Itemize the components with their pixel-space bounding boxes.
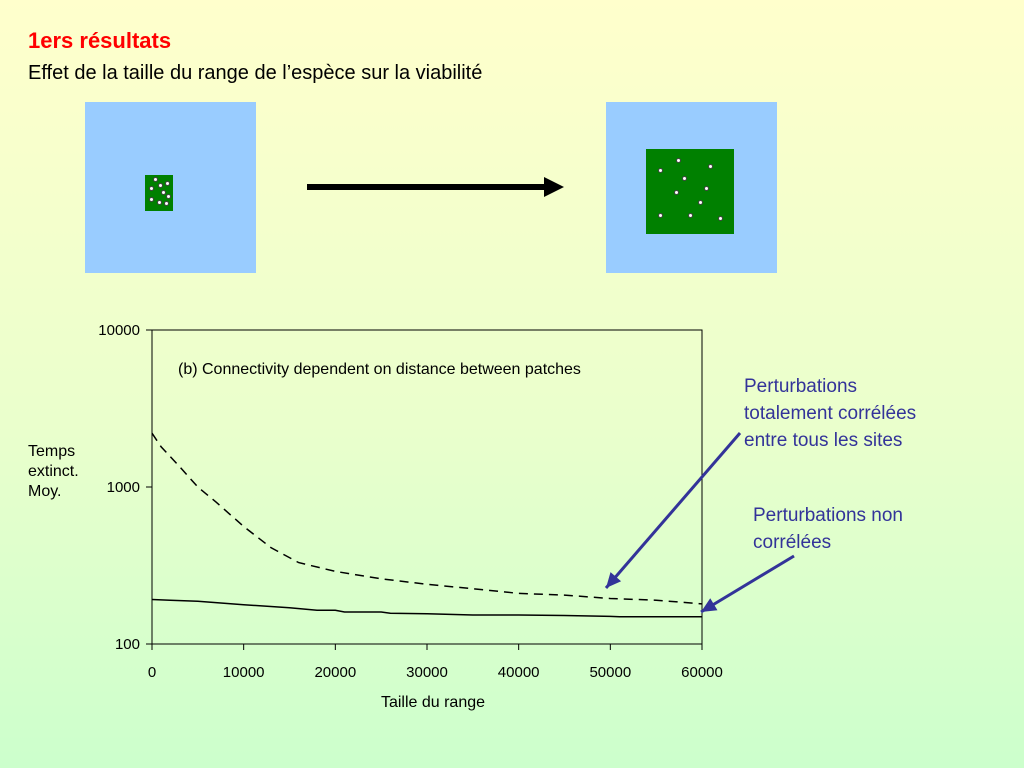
- annotation-line: corrélées: [753, 532, 832, 553]
- x-tick-label: 20000: [314, 664, 356, 681]
- large-range-panel: [606, 102, 777, 273]
- individual-dot: [688, 213, 693, 218]
- individual-dot: [166, 194, 171, 199]
- x-tick-label: 10000: [223, 664, 265, 681]
- individual-dot: [708, 164, 713, 169]
- individual-dot: [153, 177, 158, 182]
- x-tick-label: 60000: [681, 664, 723, 681]
- individual-dot: [658, 168, 663, 173]
- large-range-patch: [646, 149, 734, 234]
- y-axis-label: Temps extinct. Moy.: [28, 442, 98, 502]
- individual-dot: [157, 200, 162, 205]
- individual-dot: [718, 216, 723, 221]
- annotation-line: entre tous les sites: [744, 430, 903, 451]
- individual-dot: [658, 213, 663, 218]
- series-line-dashed: [151, 432, 703, 605]
- individual-dot: [704, 186, 709, 191]
- annotation-uncorrelated: Perturbations non corrélées: [753, 502, 903, 556]
- annotation-arrow-shaft: [604, 432, 742, 589]
- y-axis-label-line: extinct.: [28, 463, 79, 480]
- y-tick-label: 10000: [98, 322, 140, 339]
- small-range-panel: [85, 102, 256, 273]
- y-tick-label: 1000: [107, 479, 140, 496]
- small-range-patch: [145, 175, 173, 211]
- individual-dot: [676, 158, 681, 163]
- annotation-arrow-uncorrelated: [700, 554, 795, 614]
- chart-title: (b) Connectivity dependent on distance b…: [178, 361, 581, 378]
- series-line-solid: [151, 598, 702, 618]
- y-axis-label-line: Moy.: [28, 483, 62, 500]
- slide-title: 1ers résultats: [28, 28, 172, 53]
- annotation-line: Perturbations non: [753, 505, 903, 526]
- annotation-arrow-head: [701, 598, 718, 612]
- annotation-arrow-head: [606, 572, 622, 588]
- x-tick-label: 30000: [406, 664, 448, 681]
- annotation-arrow-shaft: [700, 554, 795, 614]
- chart-axes: 100 1000 10000 0 10000 20000 30000 40000 50000 60…: [98, 322, 723, 681]
- individual-dot: [682, 176, 687, 181]
- x-tick-label: 50000: [589, 664, 631, 681]
- x-tick-label: 0: [148, 664, 156, 681]
- individual-dot: [149, 186, 154, 191]
- slide-subtitle: Effet de la taille du range de l’espèce …: [28, 62, 483, 84]
- individual-dot: [149, 197, 154, 202]
- individual-dot: [674, 190, 679, 195]
- annotation-correlated: Perturbations totalement corrélées entre…: [744, 373, 916, 454]
- individual-dot: [161, 190, 166, 195]
- individual-dot: [165, 181, 170, 186]
- annotation-arrow-correlated: [604, 432, 742, 589]
- annotation-line: Perturbations: [744, 376, 858, 397]
- y-tick-label: 100: [115, 636, 140, 653]
- x-tick-label: 40000: [498, 664, 540, 681]
- annotation-line: totalement corrélées: [744, 403, 917, 424]
- individual-dot: [164, 201, 169, 206]
- y-axis-label-line: Temps: [28, 443, 76, 460]
- range-growth-arrow: [307, 177, 564, 197]
- annotation-arrows: [604, 432, 795, 614]
- x-axis-label: Taille du range: [381, 694, 485, 711]
- individual-dot: [158, 183, 163, 188]
- chart-series: [151, 432, 703, 618]
- individual-dot: [698, 200, 703, 205]
